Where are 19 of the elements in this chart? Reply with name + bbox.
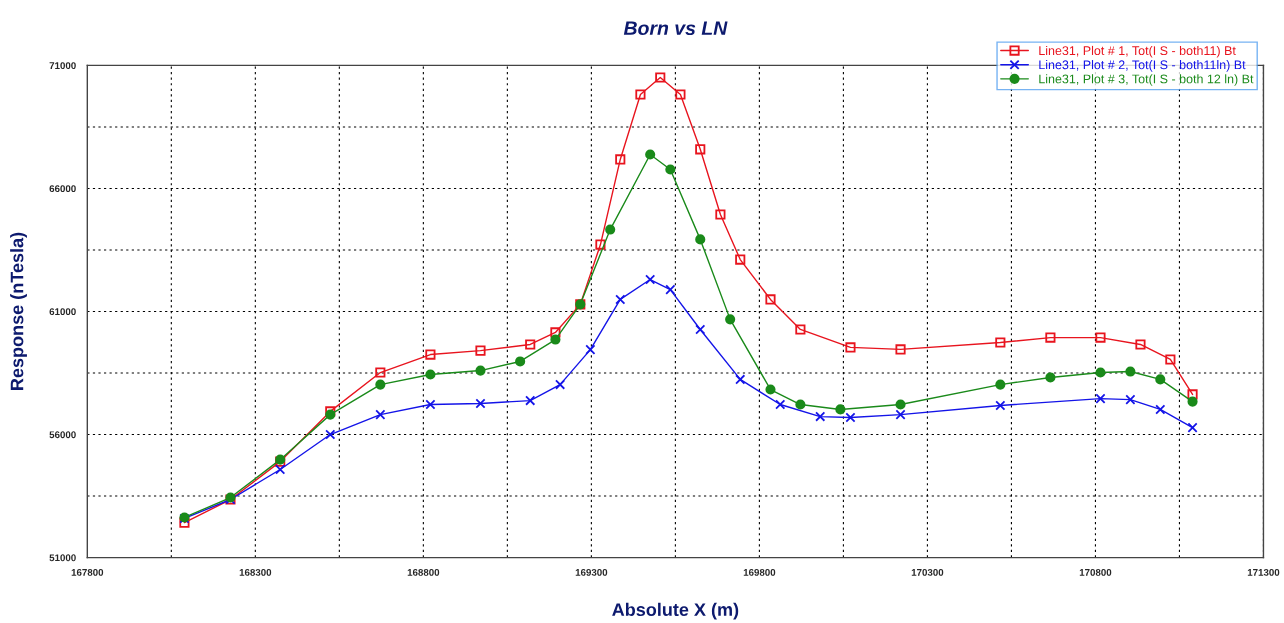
x-tick-label: 170300 <box>911 568 944 576</box>
x-tick-label: 171300 <box>1247 568 1280 576</box>
y-tick-label: 66000 <box>49 185 76 193</box>
y-tick-label: 51000 <box>49 554 76 562</box>
x-tick-label: 168800 <box>407 568 440 576</box>
y-tick-label: 56000 <box>49 431 76 439</box>
y-tick-label: 61000 <box>49 308 76 316</box>
chart-title: Born vs LN <box>623 21 728 36</box>
x-tick-label: 169300 <box>575 568 608 576</box>
legend-label: Line31, Plot # 2, Tot(I S - both11ln) Bt <box>1039 60 1246 72</box>
y-tick-label: 71000 <box>49 62 76 70</box>
legend-label: Line31, Plot # 1, Tot(I S - both11) Bt <box>1039 45 1236 58</box>
legend-label: Line31, Plot # 3, Tot(I S - both 12 ln) Bt <box>1039 74 1254 86</box>
x-tick-label: 168300 <box>239 568 272 576</box>
x-tick-label: 167800 <box>71 568 104 576</box>
x-tick-label: 170800 <box>1079 568 1112 576</box>
y-axis-title: Response (nTesla) <box>10 232 27 390</box>
x-tick-label: 169800 <box>743 568 776 576</box>
x-axis-title: Absolute X (m) <box>612 602 739 620</box>
